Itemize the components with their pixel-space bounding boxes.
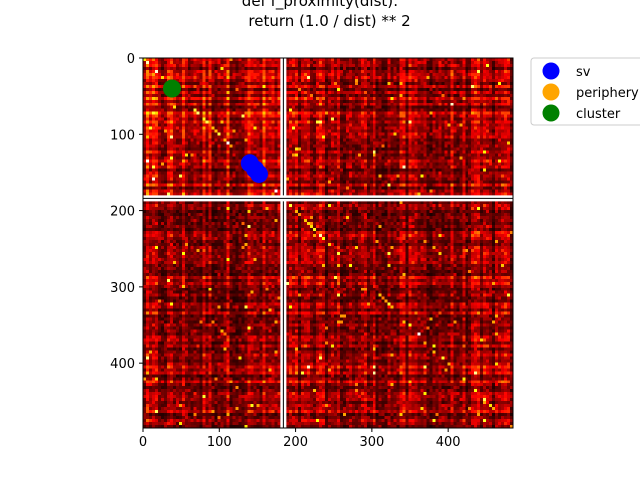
x-tick-label-0: 0 [139,435,147,450]
y-tick-label-0: 0 [127,52,135,67]
x-tick-label-200: 200 [283,435,308,450]
y-axis-ticks: 0 100 200 300 400 [110,52,143,372]
legend: sv periphery cluster [530,57,640,126]
heatmap-image [143,58,513,428]
y-tick-label-300: 300 [110,281,135,296]
legend-marker-cluster [542,104,560,122]
legend-label-cluster: cluster [576,107,621,122]
y-tick-label-100: 100 [110,128,135,143]
chart-title-line-2: return (1.0 / dist) ** 2 [229,12,411,30]
x-axis-ticks: 0 100 200 300 400 [139,428,461,450]
heatmap-raster [143,58,513,428]
x-tick-label-300: 300 [359,435,384,450]
scatter-markers [162,79,268,183]
x-tick-label-400: 400 [436,435,461,450]
legend-marker-periphery [542,83,560,101]
heatmap-gaps [143,58,513,428]
legend-label-sv: sv [576,65,591,80]
legend-marker-sv [542,62,560,80]
y-tick-label-400: 400 [110,357,135,372]
legend-label-periphery: periphery [576,86,639,101]
x-tick-label-100: 100 [207,435,232,450]
chart-title-line-1: def f_proximity(dist): [241,0,399,10]
marker-cluster-0 [162,79,181,98]
marker-sv-2 [249,164,268,183]
axes-frame [142,57,514,429]
y-tick-label-200: 200 [110,205,135,220]
